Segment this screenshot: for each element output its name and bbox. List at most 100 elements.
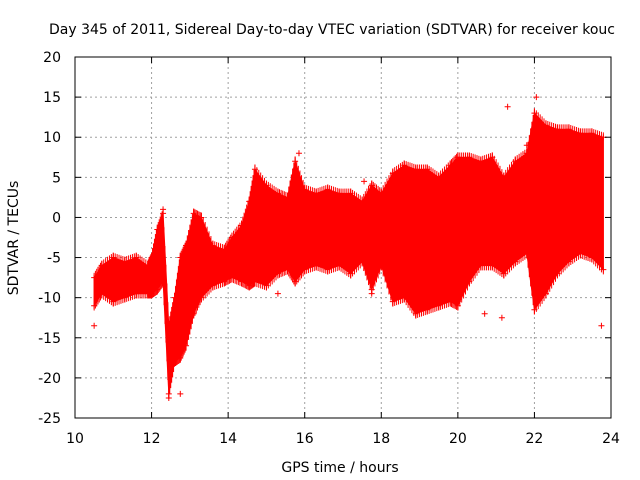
data-point <box>228 234 235 241</box>
data-point <box>565 258 572 265</box>
data-point <box>512 258 519 265</box>
data-point <box>454 154 461 161</box>
data-point <box>274 190 281 197</box>
data-point <box>183 342 190 349</box>
data-point <box>133 254 140 261</box>
data-point <box>91 274 98 281</box>
data-point <box>274 270 281 277</box>
data-point <box>171 294 178 301</box>
data-point <box>263 182 270 189</box>
data-point <box>190 210 197 217</box>
x-tick-label: 18 <box>372 431 390 447</box>
data-point <box>177 254 184 261</box>
outlier-point <box>454 298 461 305</box>
data-point <box>209 242 216 249</box>
data-point <box>347 270 354 277</box>
data-point <box>531 306 538 313</box>
x-tick-label: 16 <box>296 431 314 447</box>
data-point <box>284 194 291 201</box>
data-point <box>171 358 178 365</box>
data-point <box>121 258 128 265</box>
data-point <box>359 198 366 205</box>
data-point <box>600 266 607 273</box>
x-tick-label: 14 <box>219 431 237 447</box>
data-point <box>477 158 484 165</box>
data-point <box>238 222 245 229</box>
outlier-point <box>533 94 540 101</box>
data-point <box>144 262 151 269</box>
data-point <box>324 186 331 193</box>
data-point <box>359 258 366 265</box>
data-point <box>221 278 228 285</box>
outlier-point <box>523 142 530 149</box>
outlier-point <box>295 150 302 157</box>
data-point <box>148 290 155 297</box>
x-tick-label: 20 <box>449 431 467 447</box>
data-point <box>412 166 419 173</box>
outlier-point <box>504 103 511 110</box>
data-point <box>183 242 190 249</box>
data-point <box>424 306 431 313</box>
outlier-point <box>361 178 368 185</box>
data-point <box>292 278 299 285</box>
x-tick-label: 10 <box>66 431 84 447</box>
data-point <box>554 126 561 133</box>
y-tick-label: -25 <box>38 411 61 427</box>
y-tick-label: -5 <box>47 251 61 267</box>
outlier-point <box>598 322 605 329</box>
y-tick-label: 0 <box>52 210 61 226</box>
data-point <box>110 254 117 261</box>
data-point <box>121 294 128 301</box>
y-tick-label: 15 <box>43 90 61 106</box>
data-point <box>221 246 228 253</box>
data-point <box>190 310 197 317</box>
data-point <box>313 262 320 269</box>
data-point <box>477 262 484 269</box>
outlier-point <box>368 290 375 297</box>
data-point <box>466 154 473 161</box>
data-point <box>512 158 519 165</box>
data-point <box>238 278 245 285</box>
data-point <box>154 226 161 233</box>
data-point <box>301 186 308 193</box>
data-point <box>588 130 595 137</box>
data-point <box>165 322 172 329</box>
data-point <box>401 162 408 169</box>
x-tick-label: 24 <box>602 431 620 447</box>
data-point <box>378 262 385 269</box>
plot-frame <box>74 56 612 419</box>
data-point <box>148 254 155 261</box>
data-point <box>336 190 343 197</box>
data-point <box>523 250 530 257</box>
y-axis-label: SDTVAR / TECUs <box>6 181 22 296</box>
data-point <box>500 270 507 277</box>
outlier-point <box>274 290 281 297</box>
data-point <box>531 110 538 117</box>
data-point <box>489 154 496 161</box>
data-point <box>500 174 507 181</box>
data-point <box>565 126 572 133</box>
data-point <box>523 150 530 157</box>
outlier-point <box>91 322 98 329</box>
data-point <box>542 290 549 297</box>
data-point <box>198 294 205 301</box>
data-point <box>347 190 354 197</box>
data-point <box>336 262 343 269</box>
x-tick-label: 12 <box>143 431 161 447</box>
data-point <box>577 250 584 257</box>
data-point <box>246 198 253 205</box>
y-tick-label: -10 <box>38 291 61 307</box>
data-point <box>588 254 595 261</box>
data-point <box>447 298 454 305</box>
outlier-point <box>481 310 488 317</box>
data-point <box>251 166 258 173</box>
data-point <box>389 298 396 305</box>
data-point <box>412 310 419 317</box>
x-tick-label: 22 <box>526 431 544 447</box>
data-point <box>447 162 454 169</box>
data-point <box>542 122 549 129</box>
data-point <box>198 214 205 221</box>
y-tick-label: -20 <box>38 371 61 387</box>
data-point <box>313 190 320 197</box>
